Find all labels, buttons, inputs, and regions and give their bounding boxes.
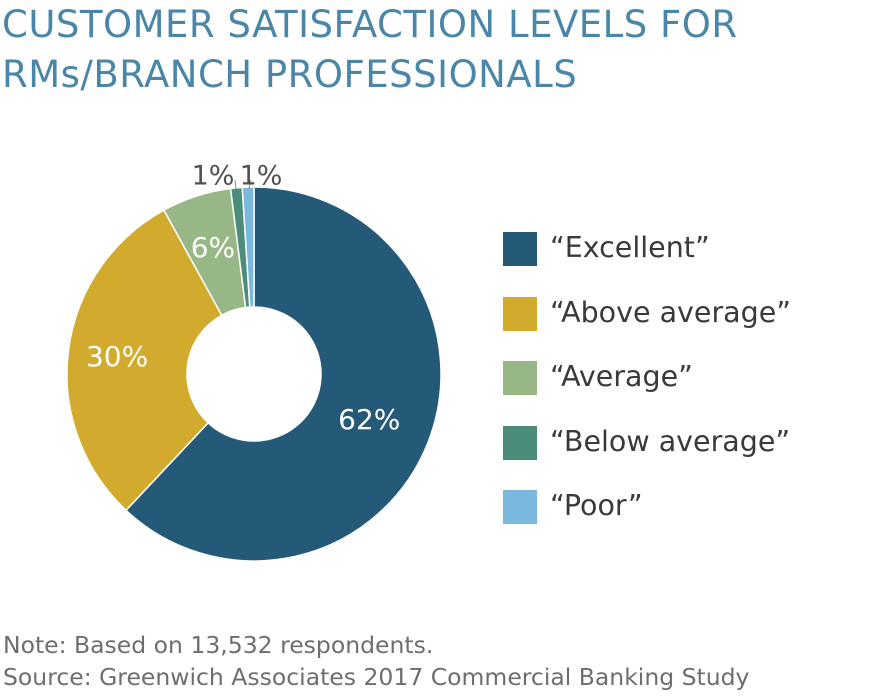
legend-item-above-average: “Above average” xyxy=(503,293,873,358)
slice-poor xyxy=(241,186,255,308)
legend-swatch xyxy=(503,361,537,395)
data-label-excellent: 62% xyxy=(338,403,400,436)
legend-item-average: “Average” xyxy=(503,357,873,422)
legend-item-below-average: “Below average” xyxy=(503,422,873,487)
slice-excellent xyxy=(124,186,442,562)
footnote-note: Note: Based on 13,532 respondents. xyxy=(3,631,434,659)
data-label-average: 6% xyxy=(191,231,235,264)
chart-title: CUSTOMER SATISFACTION LEVELS FOR RMs/BRA… xyxy=(2,0,882,100)
data-label-above-average: 30% xyxy=(86,340,148,373)
legend-label: “Poor” xyxy=(550,489,643,522)
footnote: Note: Based on 13,532 respondents. Sourc… xyxy=(3,629,749,693)
data-label-below-average: 1% xyxy=(192,161,235,192)
leader-line-poor xyxy=(248,179,252,190)
legend-label: “Above average” xyxy=(550,295,792,329)
footnote-source: Source: Greenwich Associates 2017 Commer… xyxy=(3,663,750,691)
legend-swatch xyxy=(503,490,537,524)
legend-label: “Excellent” xyxy=(550,231,710,264)
chart-legend: “Excellent” “Above average” “Average” “Belo… xyxy=(503,228,873,551)
legend-swatch xyxy=(503,232,537,266)
data-label-poor: 1% xyxy=(240,161,283,192)
legend-swatch xyxy=(503,425,537,460)
legend-label: “Below average” xyxy=(550,424,791,458)
slice-above-average xyxy=(66,209,223,512)
legend-item-poor: “Poor” xyxy=(503,486,873,551)
chart-title-line-2: RMs/BRANCH PROFESSIONALS xyxy=(2,53,578,96)
legend-swatch xyxy=(503,296,537,331)
legend-item-excellent: “Excellent” xyxy=(503,228,873,293)
chart-title-line-1: CUSTOMER SATISFACTION LEVELS FOR xyxy=(2,3,738,46)
leader-line-below-average xyxy=(234,179,237,190)
legend-label: “Average” xyxy=(550,360,693,393)
